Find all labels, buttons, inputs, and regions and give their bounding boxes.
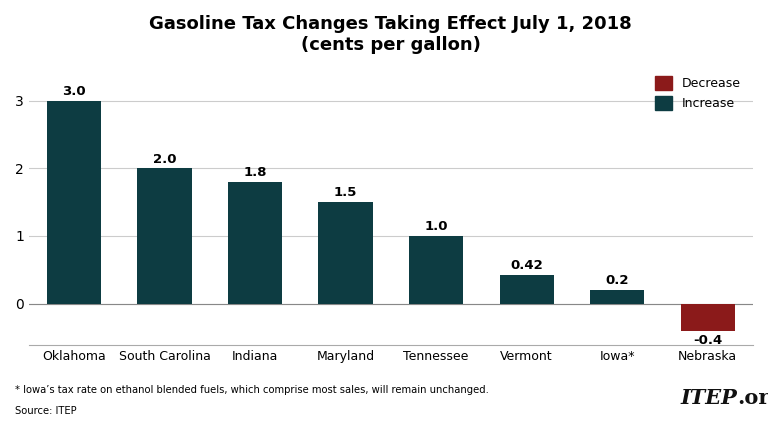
Text: 1.0: 1.0 bbox=[425, 220, 448, 233]
Bar bbox=[319, 202, 372, 303]
Text: 0.42: 0.42 bbox=[510, 259, 543, 272]
Title: Gasoline Tax Changes Taking Effect July 1, 2018
(cents per gallon): Gasoline Tax Changes Taking Effect July … bbox=[150, 15, 632, 54]
Text: 0.2: 0.2 bbox=[605, 274, 629, 287]
Bar bbox=[47, 101, 101, 303]
Bar bbox=[409, 236, 463, 303]
Legend: Decrease, Increase: Decrease, Increase bbox=[649, 70, 746, 117]
Bar bbox=[499, 275, 554, 303]
Text: 1.8: 1.8 bbox=[243, 166, 266, 179]
Text: 2.0: 2.0 bbox=[153, 153, 177, 166]
Text: 1.5: 1.5 bbox=[334, 187, 357, 199]
Text: 3.0: 3.0 bbox=[62, 85, 86, 98]
Text: .org: .org bbox=[737, 388, 768, 408]
Text: -0.4: -0.4 bbox=[693, 334, 723, 347]
Text: * Iowa’s tax rate on ethanol blended fuels, which comprise most sales, will rema: * Iowa’s tax rate on ethanol blended fue… bbox=[15, 385, 489, 395]
Bar bbox=[228, 182, 282, 303]
Bar bbox=[680, 303, 735, 331]
Bar bbox=[137, 168, 192, 303]
Text: ITEP: ITEP bbox=[680, 388, 737, 408]
Bar bbox=[590, 290, 644, 303]
Text: Source: ITEP: Source: ITEP bbox=[15, 406, 77, 416]
